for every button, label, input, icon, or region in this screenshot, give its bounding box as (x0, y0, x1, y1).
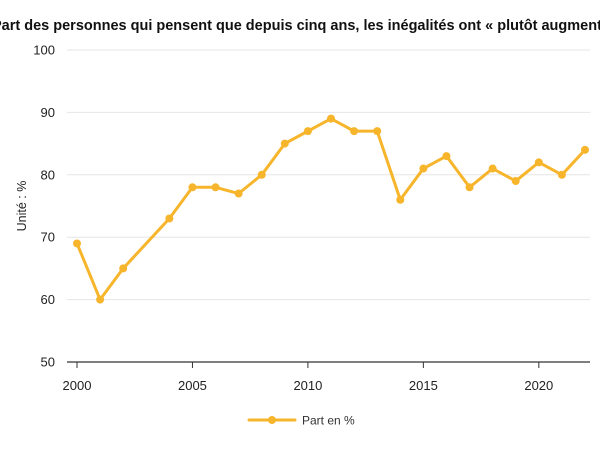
y-axis-label: Unité : % (15, 181, 29, 232)
data-point[interactable] (211, 183, 220, 192)
data-point[interactable] (373, 127, 382, 136)
x-tick-label: 2000 (63, 378, 92, 393)
x-tick-label: 2010 (293, 378, 322, 393)
data-point[interactable] (350, 127, 359, 136)
y-tick-label: 80 (41, 167, 55, 182)
data-point[interactable] (96, 295, 105, 304)
data-point[interactable] (280, 139, 289, 148)
data-point[interactable] (511, 177, 520, 186)
x-tick-label: 2005 (178, 378, 207, 393)
y-tick-label: 70 (41, 230, 55, 245)
y-tick-label: 60 (41, 292, 55, 307)
chart-title: Part des personnes qui pensent que depui… (0, 18, 600, 34)
data-point[interactable] (442, 152, 451, 161)
y-tick-label: 100 (33, 43, 55, 58)
x-tick-label: 2015 (409, 378, 438, 393)
legend-marker-swatch (268, 416, 276, 424)
legend[interactable]: Part en % (247, 414, 355, 428)
series-layer (73, 114, 589, 304)
data-point[interactable] (465, 183, 474, 192)
y-tick-label: 50 (41, 355, 55, 370)
data-point[interactable] (581, 145, 589, 154)
data-point[interactable] (119, 264, 128, 273)
grid-lines (67, 49, 590, 301)
data-point[interactable] (257, 170, 266, 179)
legend-label: Part en % (302, 414, 355, 428)
data-point[interactable] (188, 183, 197, 192)
y-tick-label: 90 (41, 105, 55, 120)
data-point[interactable] (234, 189, 243, 198)
data-point[interactable] (534, 158, 543, 167)
data-point[interactable] (557, 170, 566, 179)
data-point[interactable] (303, 127, 312, 136)
data-point[interactable] (419, 164, 428, 173)
x-tick-label: 2020 (524, 378, 553, 393)
data-point[interactable] (488, 164, 497, 173)
axes: 50 60 70 80 90 100 2000 2005 2010 2015 2020 (33, 43, 590, 393)
data-point[interactable] (327, 114, 335, 123)
data-point[interactable] (165, 214, 174, 223)
data-point[interactable] (396, 195, 405, 204)
series-line (75, 117, 587, 302)
data-point[interactable] (73, 239, 81, 248)
